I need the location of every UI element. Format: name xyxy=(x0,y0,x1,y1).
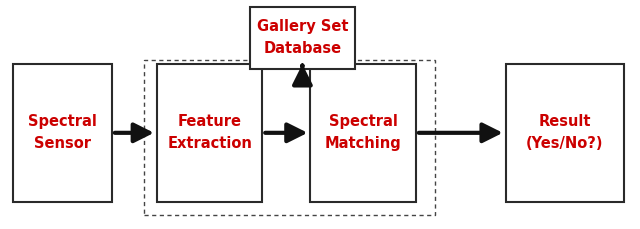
Bar xyxy=(144,60,435,215)
Bar xyxy=(506,64,624,202)
Bar xyxy=(13,64,112,202)
Bar xyxy=(250,7,355,69)
Text: Result
(Yes/No?): Result (Yes/No?) xyxy=(526,114,604,151)
Text: Spectral
Sensor: Spectral Sensor xyxy=(28,114,97,151)
Text: Spectral
Matching: Spectral Matching xyxy=(325,114,401,151)
Bar xyxy=(157,64,262,202)
Text: Gallery Set
Database: Gallery Set Database xyxy=(257,19,348,56)
Text: Feature
Extraction: Feature Extraction xyxy=(167,114,252,151)
Bar xyxy=(310,64,416,202)
